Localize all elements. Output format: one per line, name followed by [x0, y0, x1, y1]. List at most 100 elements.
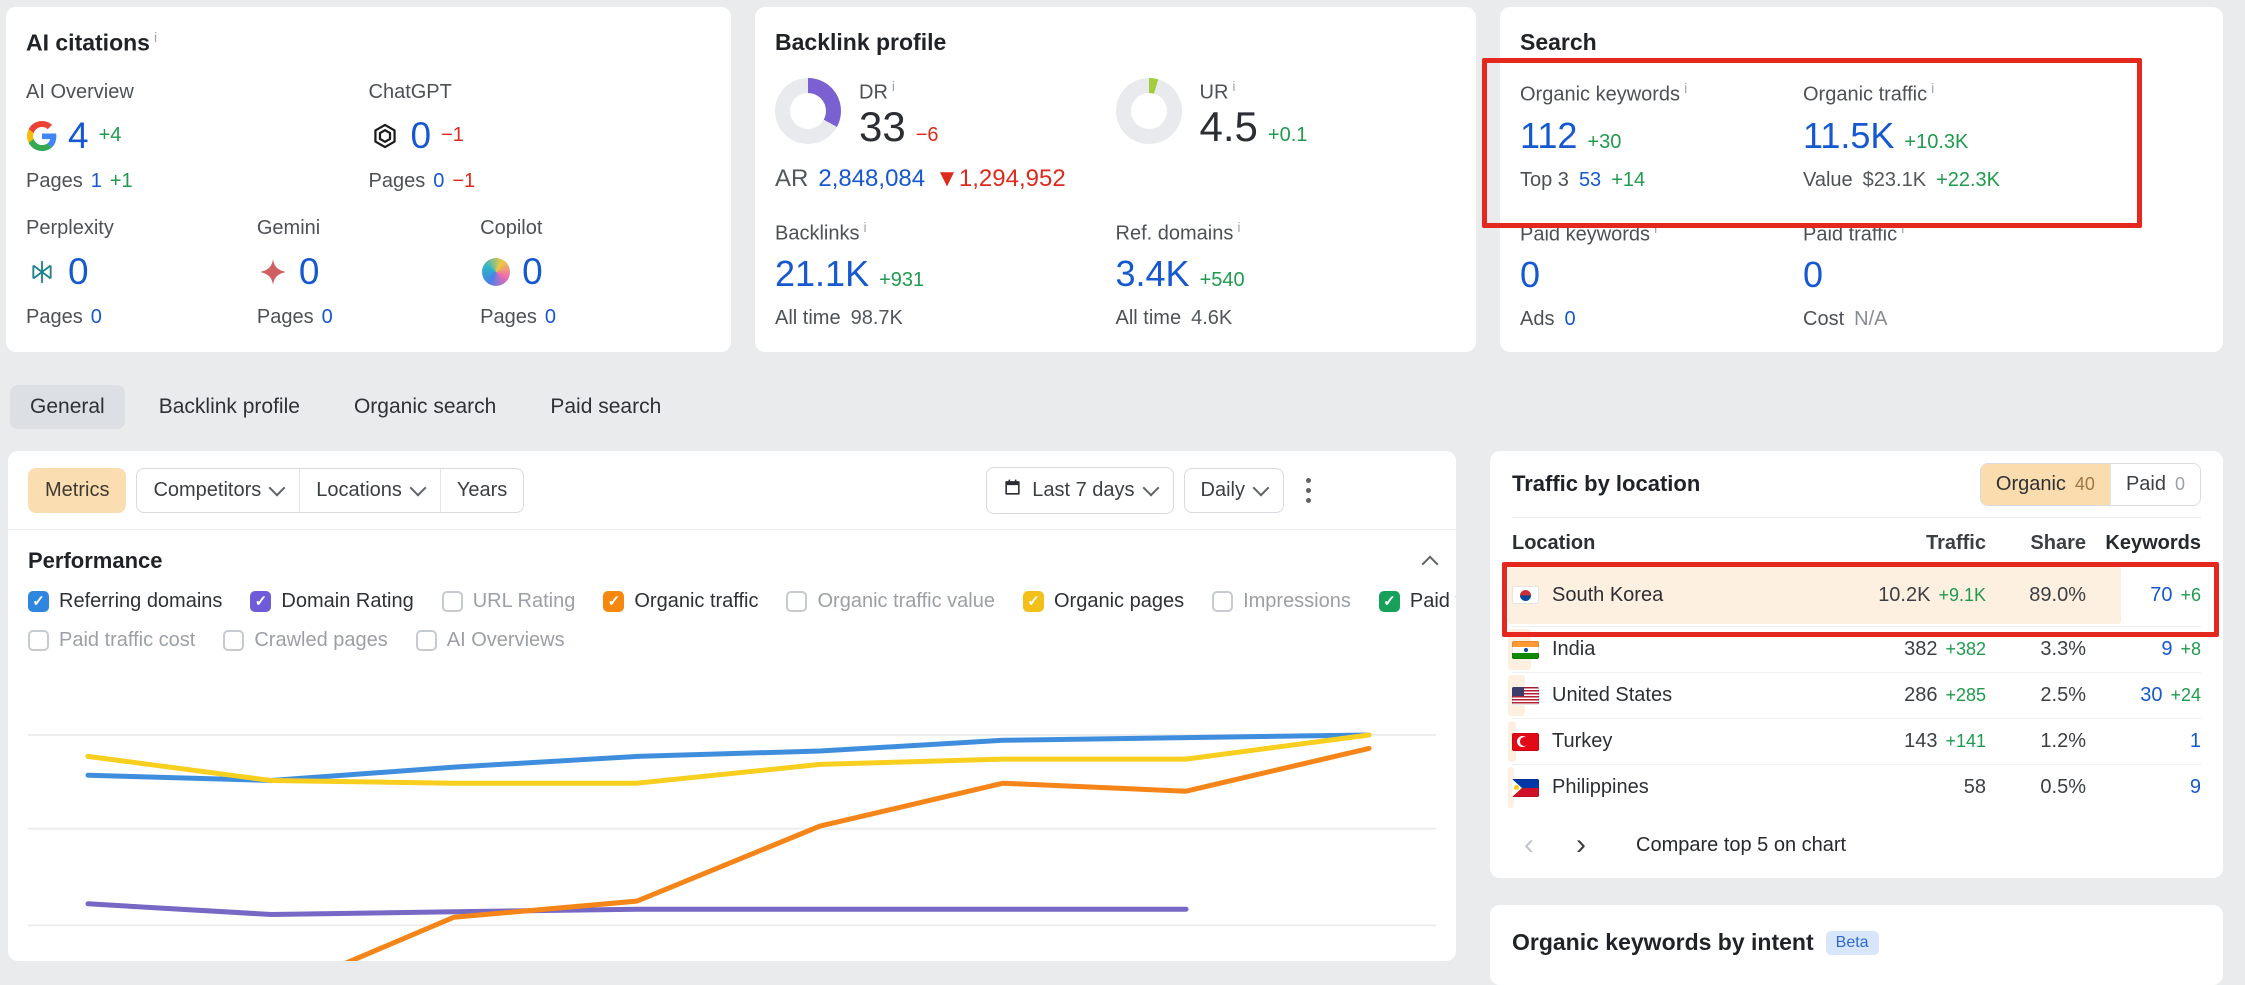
performance-line-chart[interactable]: [28, 676, 1436, 961]
tab-general[interactable]: General: [10, 385, 125, 429]
info-icon[interactable]: i: [1931, 80, 1935, 96]
checkbox-paid-traffic-cost[interactable]: Paid traffic cost: [28, 629, 195, 652]
locations-dropdown[interactable]: Locations: [299, 468, 440, 512]
dr-donut: [775, 78, 841, 144]
table-row-south-korea: South Korea 10.2K +9.1K 89.0% 70 +6: [1508, 564, 2201, 626]
table-row-philippines: Philippines 58 0.5% 9: [1508, 764, 2201, 810]
performance-header: Performance: [8, 548, 1456, 574]
prev-page-icon[interactable]: ‹: [1524, 828, 1534, 861]
organic-keywords-by-intent-card: Organic keywords by intent Beta: [1490, 905, 2223, 985]
checkbox-impressions[interactable]: Impressions: [1212, 590, 1351, 613]
organic-traffic-block: Organic traffic i 11.5K +10.3K Value $23.1K…: [1803, 80, 2001, 191]
checkbox-organic-pages[interactable]: ✓ Organic pages: [1022, 590, 1184, 613]
checkbox-ai-overviews[interactable]: AI Overviews: [415, 629, 565, 652]
checkbox-paid-traffic[interactable]: ✓Paid traffic: [1378, 590, 1456, 613]
backlinks-value[interactable]: 21.1K: [775, 253, 870, 295]
checkbox-organic-traffic-value[interactable]: Organic traffic value: [786, 590, 995, 613]
tab-paid-search[interactable]: Paid search: [550, 395, 662, 418]
info-icon[interactable]: i: [863, 218, 867, 235]
philippines-flag: [1512, 778, 1539, 797]
intent-title: Organic keywords by intent: [1512, 929, 1814, 955]
info-icon[interactable]: i: [153, 29, 158, 45]
organic-keywords-value[interactable]: 112: [1520, 114, 1578, 156]
traffic-by-location-header: Traffic by location Organic 40 Paid 0: [1512, 451, 2201, 518]
gemini-value[interactable]: 0: [298, 250, 320, 292]
keywords-link[interactable]: 9: [2161, 638, 2173, 660]
pages-value[interactable]: 0: [90, 305, 102, 328]
metric-checkbox-row-1: ✓ Referring domains ✓ Domain Rating URL Ra…: [8, 590, 1456, 613]
ur-value: 4.5 +0.1: [1199, 102, 1308, 150]
keywords-link[interactable]: 30: [2140, 684, 2163, 706]
pages-value[interactable]: 1: [90, 169, 102, 192]
perplexity-icon: [26, 256, 58, 288]
more-options-icon[interactable]: [1306, 477, 1312, 503]
pages-value[interactable]: 0: [544, 305, 556, 328]
toggle-organic[interactable]: Organic 40: [1980, 463, 2110, 505]
dr-value: 33 −6: [859, 102, 939, 150]
info-icon[interactable]: i: [1654, 219, 1658, 236]
paid-keywords-value[interactable]: 0: [1520, 254, 1541, 296]
backlink-profile-card: Backlink profile DR i 33 −6 AR 2,848,084 ▼…: [755, 7, 1476, 352]
years-button[interactable]: Years: [439, 468, 523, 512]
organic-keywords-block: Organic keywords i 112 +30 Top 3 53 +14: [1520, 80, 1688, 191]
beta-badge: Beta: [1825, 931, 1879, 955]
chatgpt-value[interactable]: 0: [410, 114, 432, 156]
ads-value[interactable]: 0: [1564, 308, 1576, 331]
organic-traffic-value[interactable]: 11.5K: [1803, 114, 1895, 156]
checkbox-domain-rating[interactable]: ✓ Domain Rating: [250, 590, 414, 613]
turkey-flag: [1512, 732, 1539, 751]
pages-value[interactable]: 0: [321, 305, 333, 328]
traffic-by-location-title: Traffic by location: [1512, 471, 1701, 496]
collapse-chevron-icon[interactable]: [1421, 555, 1439, 573]
keywords-link[interactable]: 1: [2189, 730, 2201, 752]
location-name: Turkey: [1552, 730, 1613, 752]
toggle-paid[interactable]: Paid 0: [2109, 463, 2200, 505]
copilot-value[interactable]: 0: [522, 250, 543, 292]
perplexity-value[interactable]: 0: [68, 250, 89, 292]
keywords-link[interactable]: 9: [2189, 776, 2201, 798]
tab-backlink-profile[interactable]: Backlink profile: [158, 395, 300, 418]
down-triangle-icon: ▼: [935, 164, 959, 192]
ar-value[interactable]: 2,848,084: [818, 164, 926, 192]
info-icon[interactable]: i: [1232, 78, 1236, 94]
metrics-button[interactable]: Metrics: [28, 467, 127, 513]
date-range-dropdown[interactable]: Last 7 days: [986, 466, 1174, 514]
performance-card: Metrics Competitors Locations Years Last…: [8, 451, 1456, 961]
location-name: United States: [1552, 684, 1673, 706]
ai-citations-card: AI citations i AI Overview 4 +4 Pages 1 +1 …: [6, 7, 731, 352]
info-icon[interactable]: i: [1684, 80, 1688, 96]
share-bar: [1508, 767, 1514, 808]
tab-organic-search[interactable]: Organic search: [353, 395, 497, 418]
info-icon[interactable]: i: [1237, 218, 1241, 235]
chevron-down-icon: [1142, 479, 1160, 497]
checkbox-referring-domains[interactable]: ✓ Referring domains: [28, 590, 222, 613]
chatgpt-icon: [369, 120, 401, 152]
ai-overview-metric: AI Overview 4 +4 Pages 1 +1: [26, 80, 134, 192]
table-row-united-states: United States 286 +285 2.5% 30 +24: [1508, 672, 2201, 718]
search-title: Search: [1520, 29, 1597, 55]
top3-value[interactable]: 53: [1578, 168, 1602, 191]
ur-donut: [1115, 78, 1182, 144]
pages-value[interactable]: 0: [433, 169, 445, 192]
ai-citations-title: AI citations i: [26, 29, 158, 56]
next-page-icon[interactable]: ›: [1576, 828, 1586, 861]
checkbox-url-rating[interactable]: URL Rating: [441, 590, 575, 613]
chevron-down-icon: [1252, 479, 1270, 497]
location-name: India: [1552, 638, 1596, 660]
keywords-link[interactable]: 70: [2150, 583, 2173, 606]
competitors-dropdown[interactable]: Competitors: [137, 469, 299, 512]
domain-overview-dashboard: { "glyphs": {"info":"i","check":"✓","dow…: [6, 7, 2223, 985]
ai-overview-value[interactable]: 4: [68, 114, 89, 156]
backlinks-block: Backlinks i 21.1K +931 All time 98.7K: [775, 218, 925, 330]
ref-domains-value[interactable]: 3.4K: [1115, 253, 1190, 295]
checkbox-organic-traffic[interactable]: ✓ Organic traffic: [603, 590, 758, 613]
paid-traffic-value[interactable]: 0: [1803, 254, 1824, 296]
info-icon[interactable]: i: [891, 78, 896, 94]
gemini-metric: Gemini 0 Pages 0: [256, 216, 333, 328]
table-header: Location Traffic Share Keywords: [1512, 531, 2201, 554]
granularity-dropdown[interactable]: Daily: [1183, 467, 1284, 513]
checkbox-crawled-pages[interactable]: Crawled pages: [223, 629, 388, 652]
info-icon[interactable]: i: [1901, 219, 1905, 236]
google-icon: [26, 120, 58, 152]
paid-keywords-block: Paid keywords i 0 Ads 0: [1520, 219, 1658, 331]
